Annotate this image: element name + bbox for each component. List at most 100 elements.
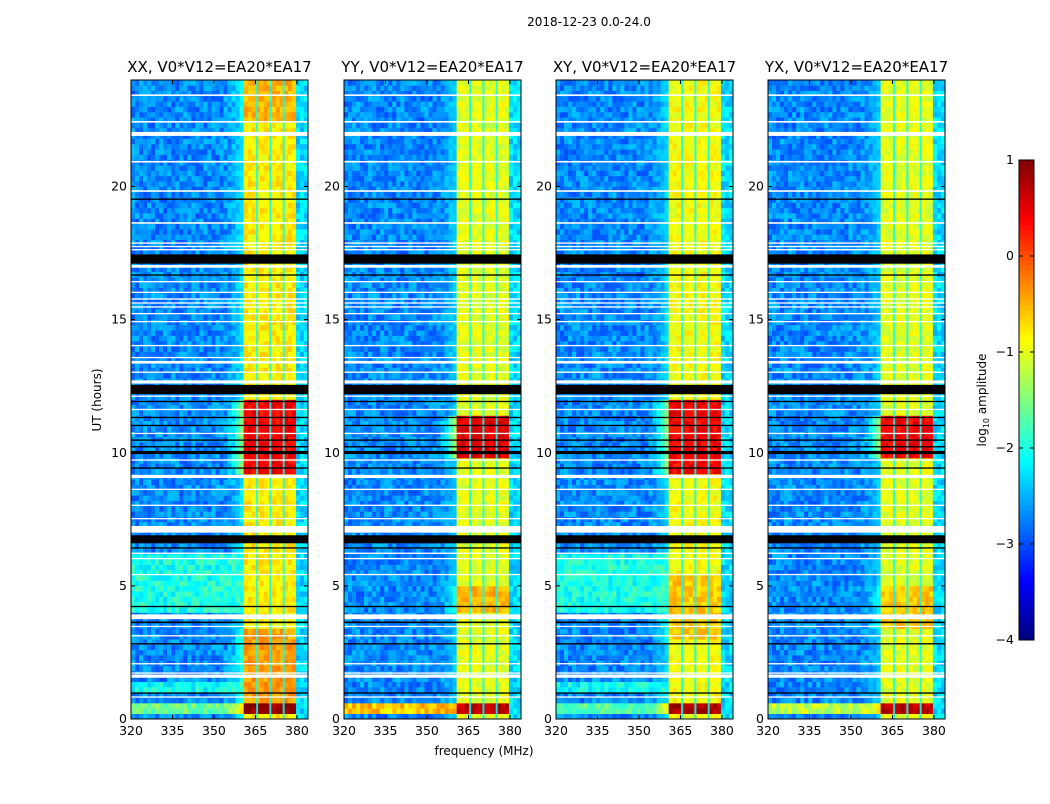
heatmap-cell	[259, 127, 265, 134]
heatmap-cell	[275, 394, 281, 400]
heatmap-cell	[251, 335, 256, 342]
heatmap-cell	[171, 250, 176, 257]
heatmap-cell	[191, 681, 196, 688]
heatmap-cell	[179, 644, 184, 651]
heatmap-cell	[131, 479, 136, 486]
heatmap-cell	[283, 543, 289, 549]
heatmap-cell	[235, 420, 240, 427]
heatmap-cell	[211, 229, 216, 235]
heatmap-cell	[183, 692, 188, 699]
heatmap-cell	[135, 607, 140, 613]
heatmap-cell	[187, 314, 192, 320]
heatmap-cell	[235, 452, 240, 459]
heatmap-cell	[227, 133, 232, 139]
heatmap-cell	[223, 261, 228, 267]
heatmap-cell	[139, 293, 144, 299]
heatmap-cell	[211, 442, 216, 448]
heatmap-cell	[235, 463, 240, 470]
heatmap-cell	[143, 143, 148, 150]
heatmap-cell	[147, 181, 152, 187]
heatmap-cell	[219, 708, 224, 714]
heatmap-cell	[239, 506, 244, 512]
heatmap-cell	[175, 708, 180, 714]
heatmap-cell	[275, 170, 281, 177]
heatmap-cell	[295, 223, 301, 230]
heatmap-cell	[187, 266, 192, 273]
heatmap-cell	[199, 197, 204, 203]
heatmap-cell	[211, 633, 216, 640]
heatmap-cell	[259, 229, 265, 235]
heatmap-cell	[135, 697, 140, 704]
heatmap-cell	[303, 165, 309, 171]
heatmap-cell	[187, 585, 192, 592]
heatmap-cell	[271, 127, 277, 134]
heatmap-cell	[219, 181, 224, 187]
heatmap-cell	[227, 234, 232, 241]
heatmap-cell	[159, 703, 164, 709]
heatmap-cell	[215, 314, 220, 320]
heatmap-cell	[207, 122, 212, 129]
heatmap-cell	[199, 553, 204, 560]
heatmap-cell	[231, 713, 236, 720]
heatmap-cell	[155, 585, 160, 592]
heatmap-cell	[147, 218, 152, 225]
heatmap-cell	[243, 543, 248, 549]
heatmap-cell	[155, 601, 160, 608]
heatmap-cell	[187, 202, 192, 209]
heatmap-cell	[251, 575, 256, 581]
heatmap-cell	[243, 367, 248, 374]
heatmap-cell	[259, 596, 265, 603]
heatmap-cell	[207, 596, 212, 603]
heatmap-cell	[195, 468, 200, 475]
heatmap-cell	[215, 644, 220, 651]
heatmap-cell	[279, 495, 285, 501]
heatmap-cell	[163, 340, 168, 347]
heatmap-cell	[207, 287, 212, 294]
heatmap-cell	[287, 229, 293, 235]
heatmap-cell	[283, 506, 289, 512]
heatmap-cell	[291, 644, 297, 651]
heatmap-cell	[179, 223, 184, 230]
heatmap-cell	[147, 362, 152, 368]
heatmap-cell	[131, 665, 136, 672]
heatmap-cell	[131, 314, 136, 320]
heatmap-cell	[195, 671, 200, 677]
heatmap-cell	[151, 207, 156, 214]
heatmap-cell	[223, 159, 228, 166]
heatmap-cell	[243, 154, 248, 161]
heatmap-cell	[287, 665, 293, 672]
heatmap-cell	[243, 633, 248, 640]
heatmap-cell	[287, 463, 293, 470]
heatmap-cell	[223, 394, 228, 400]
heatmap-cell	[235, 308, 240, 315]
heatmap-cell	[239, 213, 244, 219]
heatmap-cell	[275, 442, 281, 448]
heatmap-cell	[147, 452, 152, 459]
heatmap-cell	[279, 133, 285, 139]
heatmap-cell	[219, 468, 224, 475]
heatmap-cell	[295, 415, 301, 422]
heatmap-cell	[211, 213, 216, 219]
heatmap-cell	[299, 500, 305, 507]
heatmap-cell	[227, 149, 232, 155]
heatmap-cell	[263, 543, 269, 549]
heatmap-cell	[171, 335, 176, 342]
heatmap-cell	[215, 351, 220, 358]
heatmap-cell	[227, 298, 232, 304]
heatmap-cell	[215, 154, 220, 161]
heatmap-cell	[131, 687, 136, 693]
heatmap-cell	[191, 154, 196, 161]
heatmap-cell	[203, 495, 208, 501]
heatmap-cell	[163, 580, 168, 587]
heatmap-cell	[171, 713, 176, 720]
heatmap-cell	[271, 223, 277, 230]
heatmap-cell	[159, 175, 164, 182]
heatmap-cell	[287, 372, 293, 379]
heatmap-cell	[203, 617, 208, 624]
heatmap-cell	[155, 186, 160, 193]
heatmap-cell	[147, 410, 152, 416]
heatmap-cell	[135, 676, 140, 683]
heatmap-cell	[215, 149, 220, 155]
heatmap-cell	[251, 516, 256, 523]
heatmap-cell	[175, 207, 180, 214]
